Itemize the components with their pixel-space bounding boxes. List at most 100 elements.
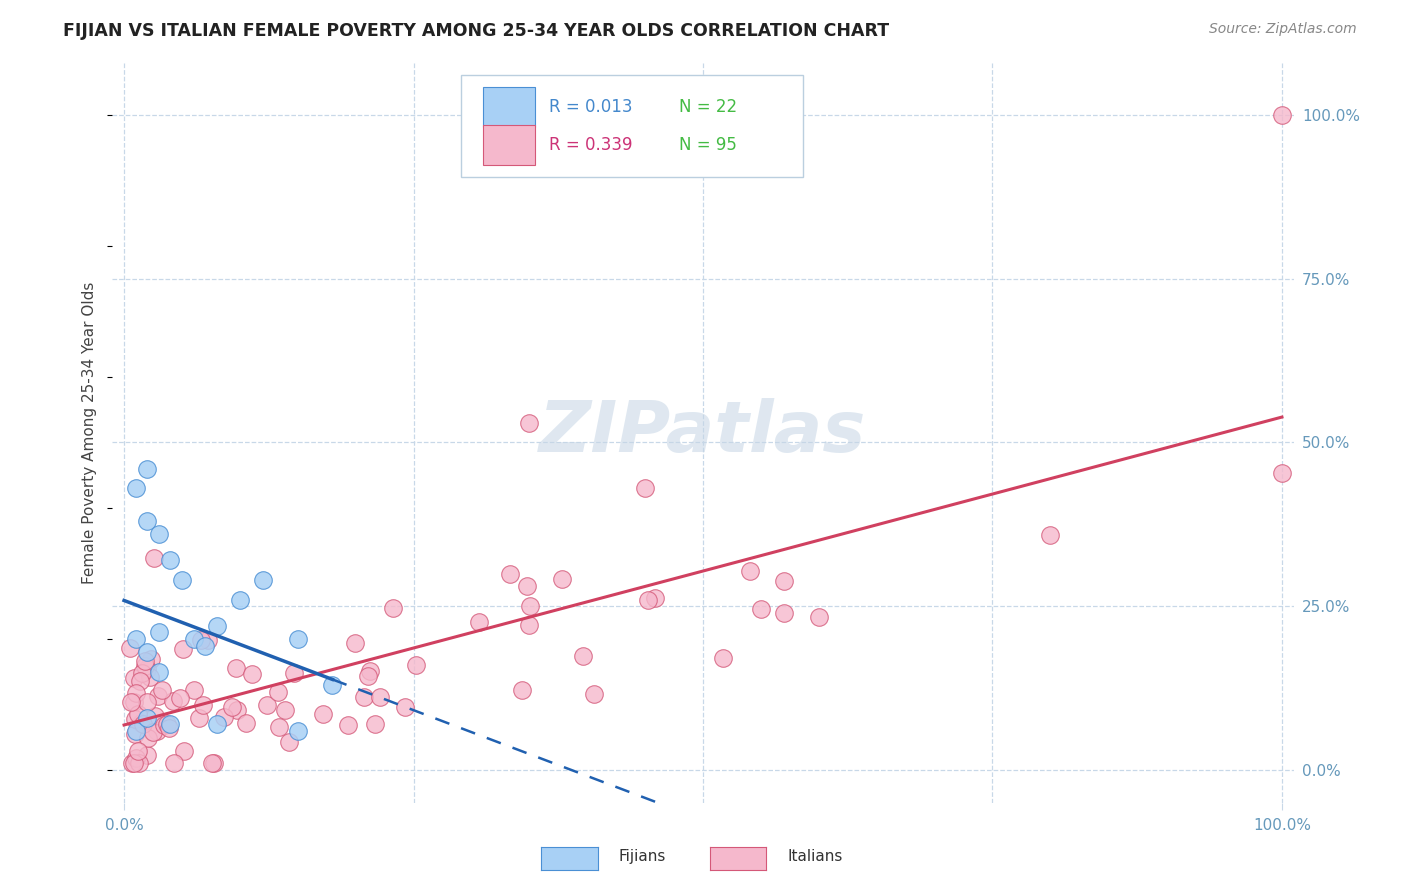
Point: [363, 717, 385, 731]
Point: [267, 720, 290, 734]
Point: [127, 707, 149, 722]
Point: [146, 723, 169, 738]
Point: [336, 718, 359, 732]
Point: [139, 652, 162, 666]
Point: [550, 573, 572, 587]
Point: [381, 600, 404, 615]
Y-axis label: Female Poverty Among 25-34 Year Olds: Female Poverty Among 25-34 Year Olds: [82, 282, 97, 583]
Point: [124, 712, 146, 726]
Point: [124, 723, 146, 738]
Point: [127, 744, 149, 758]
Point: [146, 690, 169, 704]
Point: [120, 640, 142, 655]
Point: [468, 615, 491, 629]
Point: [807, 610, 830, 624]
Point: [153, 718, 176, 732]
Point: [202, 756, 225, 771]
Point: [252, 573, 274, 587]
Point: [225, 661, 247, 675]
Point: [197, 633, 219, 648]
Point: [148, 665, 170, 679]
Point: [169, 691, 191, 706]
Point: [221, 699, 243, 714]
Point: [368, 690, 391, 704]
Point: [1271, 466, 1294, 480]
FancyBboxPatch shape: [484, 126, 536, 165]
Point: [287, 632, 309, 646]
Point: [136, 645, 159, 659]
Text: Source: ZipAtlas.com: Source: ZipAtlas.com: [1209, 22, 1357, 37]
Point: [1039, 528, 1062, 542]
Point: [173, 744, 195, 758]
Text: R = 0.013: R = 0.013: [550, 98, 633, 116]
Point: [343, 636, 366, 650]
Point: [353, 690, 375, 704]
Point: [499, 566, 522, 581]
Point: [159, 717, 181, 731]
Point: [162, 694, 184, 708]
Point: [136, 695, 159, 709]
Point: [287, 723, 309, 738]
Point: [191, 698, 214, 712]
Point: [359, 664, 381, 678]
Point: [159, 553, 181, 567]
Point: [283, 666, 305, 681]
Point: [190, 633, 212, 648]
Point: [240, 667, 263, 681]
Point: [136, 711, 159, 725]
Point: [312, 707, 335, 722]
Point: [148, 625, 170, 640]
Point: [194, 639, 217, 653]
Text: ZIPatlas: ZIPatlas: [540, 398, 866, 467]
Point: [148, 527, 170, 541]
Point: [773, 574, 796, 588]
Point: [582, 687, 605, 701]
Point: [136, 514, 159, 528]
Text: N = 95: N = 95: [679, 136, 737, 154]
Point: [124, 727, 146, 741]
Point: [124, 671, 146, 685]
Point: [122, 756, 145, 771]
Point: [183, 682, 205, 697]
Point: [711, 651, 734, 665]
Point: [201, 756, 224, 771]
Point: [229, 592, 252, 607]
Point: [519, 599, 541, 614]
Point: [517, 416, 540, 430]
Point: [150, 683, 173, 698]
Point: [124, 481, 146, 495]
Point: [256, 698, 278, 713]
Point: [235, 716, 257, 731]
Point: [134, 654, 156, 668]
Point: [572, 649, 595, 664]
Point: [634, 481, 657, 495]
Point: [773, 606, 796, 620]
Point: [139, 670, 162, 684]
Point: [121, 756, 143, 771]
Point: [205, 619, 228, 633]
Point: [644, 591, 666, 605]
Point: [274, 703, 297, 717]
Point: [266, 685, 288, 699]
Point: [157, 721, 180, 735]
Text: Italians: Italians: [787, 849, 842, 863]
Point: [129, 715, 152, 730]
Point: [357, 669, 380, 683]
Point: [128, 756, 150, 771]
Point: [405, 657, 427, 672]
Point: [129, 673, 152, 688]
Text: Fijians: Fijians: [619, 849, 666, 863]
Text: R = 0.339: R = 0.339: [550, 136, 633, 154]
Point: [226, 703, 249, 717]
Point: [187, 711, 209, 725]
Point: [170, 573, 193, 587]
Text: N = 22: N = 22: [679, 98, 738, 116]
Point: [136, 461, 159, 475]
Point: [637, 593, 659, 607]
Point: [134, 659, 156, 673]
Point: [136, 747, 159, 762]
FancyBboxPatch shape: [484, 87, 536, 127]
Point: [738, 565, 761, 579]
Point: [749, 602, 772, 616]
Point: [163, 756, 186, 771]
